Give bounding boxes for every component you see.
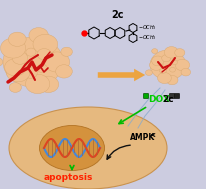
Text: apoptosis: apoptosis [43,174,93,183]
Ellipse shape [56,65,72,78]
Ellipse shape [152,56,164,66]
Ellipse shape [152,49,158,53]
FancyArrowPatch shape [107,145,130,159]
Ellipse shape [145,70,152,75]
Ellipse shape [26,74,50,94]
Ellipse shape [12,52,28,64]
Ellipse shape [172,60,177,65]
Ellipse shape [26,48,36,56]
FancyBboxPatch shape [170,94,174,98]
Text: 2c: 2c [162,95,174,105]
Ellipse shape [159,67,167,73]
FancyBboxPatch shape [144,94,149,98]
FancyArrowPatch shape [70,166,74,169]
Ellipse shape [150,50,186,80]
Ellipse shape [170,67,176,72]
Text: 2c: 2c [112,10,124,20]
Ellipse shape [40,125,104,170]
Text: AMPK: AMPK [130,133,155,143]
FancyBboxPatch shape [174,94,179,98]
Ellipse shape [181,68,191,76]
FancyArrowPatch shape [119,107,146,124]
Ellipse shape [6,63,30,82]
Ellipse shape [175,59,190,71]
Ellipse shape [33,34,58,54]
Ellipse shape [37,49,51,60]
Ellipse shape [8,32,26,46]
Text: DOX: DOX [148,95,170,105]
Ellipse shape [175,49,185,57]
Ellipse shape [158,72,171,84]
Ellipse shape [5,59,26,76]
Ellipse shape [1,38,26,58]
Text: $-OCH_3$: $-OCH_3$ [138,34,157,43]
FancyArrowPatch shape [152,134,155,136]
FancyArrowPatch shape [98,69,145,81]
Text: $-OCH_3$: $-OCH_3$ [138,24,157,33]
Ellipse shape [24,68,37,78]
Ellipse shape [37,64,47,73]
Ellipse shape [9,107,167,189]
Ellipse shape [0,58,3,66]
Ellipse shape [9,83,21,92]
Ellipse shape [44,52,70,72]
Ellipse shape [164,46,179,58]
Ellipse shape [61,47,73,56]
Ellipse shape [166,75,178,85]
Ellipse shape [150,60,163,70]
Ellipse shape [162,55,171,62]
Ellipse shape [3,37,63,87]
Ellipse shape [38,76,59,93]
Ellipse shape [29,28,48,43]
